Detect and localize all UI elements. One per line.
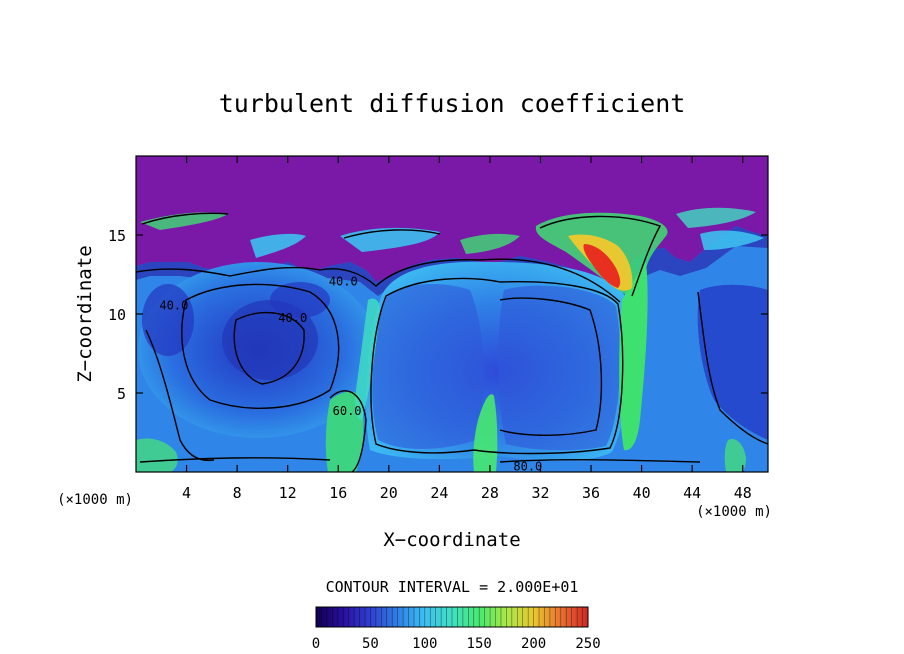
y-axis: 5 10 15: [108, 227, 768, 403]
contour-anvil: [539, 215, 662, 297]
x-tick-label: 20: [380, 484, 398, 502]
colorbar-tick-label: 200: [521, 636, 546, 652]
contour-label: 80.0: [513, 459, 542, 473]
colorbar-tick-label: 150: [467, 636, 492, 652]
left-edge-core: [142, 284, 194, 356]
contour-left-column: [329, 390, 367, 472]
y-tick-label: 15: [108, 227, 126, 245]
x-unit-left: (×1000 m): [57, 492, 133, 508]
x-tick-label: 32: [531, 484, 549, 502]
contour-filament-3: [343, 229, 441, 239]
contour-filament-1: [141, 212, 229, 225]
right-lower-green: [724, 438, 746, 472]
contour-labels: 40.0 40.0 40.0 60.0 80.0: [159, 275, 542, 474]
contour-cloud-top: [136, 258, 621, 303]
colorbar-tick-label: 250: [575, 636, 600, 652]
colorbar-ticks: 0 50 100 150 200 250: [312, 636, 601, 652]
central-left-lobe: [372, 284, 484, 449]
colorbar-frame: [315, 606, 589, 628]
contour-label: 40.0: [159, 298, 188, 312]
x-tick-label: 44: [683, 484, 701, 502]
contour-left-inner: [233, 311, 305, 385]
filament-5: [676, 207, 756, 228]
filament-4: [460, 233, 520, 254]
colorbar-tick-label: 0: [312, 636, 320, 652]
x-tick-label: 40: [633, 484, 651, 502]
right-margin-core: [697, 284, 768, 440]
contour-left-swirl: [145, 329, 215, 462]
filament-1: [140, 212, 228, 230]
filament-2: [250, 233, 306, 258]
colorbar-tick-label: 50: [362, 636, 379, 652]
contour-lines: [136, 212, 768, 472]
contour-label: 40.0: [329, 275, 358, 289]
x-tick-label: 16: [329, 484, 347, 502]
plot-area: [136, 156, 768, 472]
contour-central-cell: [370, 277, 624, 455]
updraft-column-right: [619, 262, 648, 451]
x-axis-label: X−coordinate: [383, 529, 520, 551]
contour-label: 60.0: [333, 404, 362, 418]
updraft-column-left: [325, 391, 364, 472]
x-tick-label: 24: [430, 484, 448, 502]
contour-right-margin: [697, 291, 768, 445]
colorbar-tick-label: 100: [412, 636, 437, 652]
x-tick-label: 28: [481, 484, 499, 502]
x-tick-label: 36: [582, 484, 600, 502]
contour-bottom: [139, 457, 331, 463]
x-tick-label: 8: [233, 484, 242, 502]
left-upper-core: [270, 282, 330, 318]
y-tick-label: 5: [117, 385, 126, 403]
contour-interval-text: CONTOUR INTERVAL = 2.000E+01: [326, 578, 579, 596]
contour-inner-cell: [499, 297, 603, 436]
contour-bottom-right: [499, 458, 701, 463]
x-axis: 4 8 12 16 20 24 28 32 36 40 44 48: [182, 156, 752, 502]
updraft-left-thin: [355, 298, 380, 420]
x-unit-right: (×1000 m): [696, 504, 772, 520]
central-right-lobe: [498, 285, 621, 451]
y-tick-label: 10: [108, 306, 126, 324]
contour-label: 40.0: [278, 311, 307, 325]
filament-3: [340, 227, 440, 252]
anvil-red: [583, 244, 621, 288]
chart-title: turbulent diffusion coefficient: [219, 89, 686, 118]
lower-left-green: [136, 438, 178, 472]
x-tick-label: 12: [279, 484, 297, 502]
filament-6: [700, 230, 764, 250]
contour-left-cell: [181, 283, 340, 409]
x-tick-label: 4: [182, 484, 191, 502]
x-tick-label: 48: [734, 484, 752, 502]
colorbar-stripes: [315, 607, 589, 627]
y-axis-label: Z−coordinate: [74, 245, 96, 382]
